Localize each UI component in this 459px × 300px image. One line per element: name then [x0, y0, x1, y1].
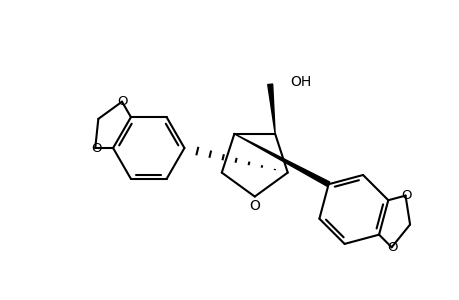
Text: OH: OH [289, 75, 311, 89]
Text: O: O [386, 241, 397, 254]
Polygon shape [234, 134, 329, 186]
Polygon shape [267, 84, 274, 134]
Text: O: O [118, 95, 128, 108]
Text: O: O [400, 189, 411, 202]
Text: O: O [91, 142, 101, 154]
Text: O: O [249, 200, 260, 214]
